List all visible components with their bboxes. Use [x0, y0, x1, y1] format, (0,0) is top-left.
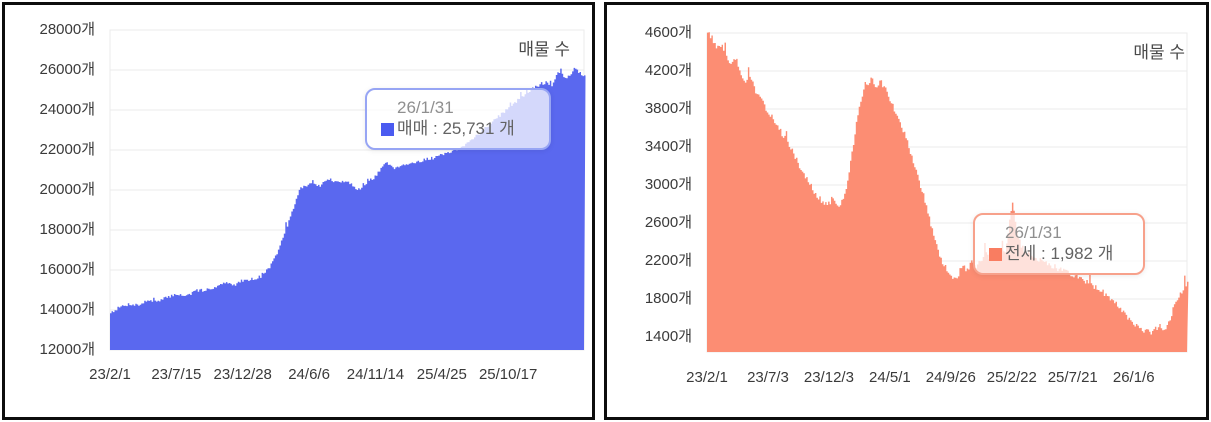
x-axis-tick-label: 26/1/6: [1112, 369, 1155, 386]
y-axis-tick-label: 4200개: [644, 62, 692, 79]
y-axis-tick-label: 26000개: [39, 61, 95, 78]
x-axis-tick-label: 24/5/1: [869, 369, 911, 386]
jeonse-area-plot[interactable]: [607, 5, 1206, 417]
y-axis-tick-label: 3000개: [644, 176, 692, 193]
sale-chart-panel: 매물 수 26/1/31 매매 : 25,731 개 28000개 26000개 2…: [2, 2, 595, 420]
x-axis-tick-label: 25/4/25: [416, 366, 467, 383]
x-axis-tick-label: 24/6/6: [288, 366, 330, 383]
series-marker-square: [381, 122, 394, 136]
y-axis-tick-label: 22000개: [39, 141, 95, 158]
sale-chart: 매물 수 26/1/31 매매 : 25,731 개 28000개 26000개 2…: [5, 5, 592, 417]
sale-area-plot[interactable]: [5, 5, 592, 417]
x-axis-tick-label: 25/7/21: [1047, 369, 1098, 386]
jeonse-tooltip: 26/1/31 전세 : 1,982 개: [973, 213, 1145, 275]
chart-legend-title: 매물 수: [518, 40, 570, 59]
x-axis-tick-label: 23/12/3: [803, 369, 854, 386]
y-axis-tick-label: 1800개: [644, 290, 692, 307]
y-axis-tick-label: 3800개: [644, 100, 692, 117]
series-marker-square: [989, 247, 1002, 261]
y-axis-tick-label: 16000개: [39, 261, 95, 278]
y-axis-tick-label: 3400개: [644, 138, 692, 155]
tooltip-value: 매매 : 25,731 개: [381, 118, 537, 140]
y-axis-tick-label: 4600개: [644, 24, 692, 41]
tooltip-date: 26/1/31: [397, 98, 454, 117]
tooltip-value-text: 전세 : 1,982 개: [1005, 244, 1114, 263]
y-axis-tick-label: 28000개: [39, 21, 95, 38]
y-axis-tick-label: 24000개: [39, 101, 95, 118]
x-axis-tick-label: 25/2/22: [986, 369, 1037, 386]
y-axis-tick-label: 12000개: [39, 341, 95, 358]
y-axis-tick-label: 18000개: [39, 221, 95, 238]
y-axis-tick-label: 2200개: [644, 252, 692, 269]
chart-legend-title: 매물 수: [1133, 43, 1185, 62]
x-axis-tick-label: 23/2/1: [89, 366, 131, 383]
jeonse-chart: 매물 수 26/1/31 전세 : 1,982 개 4600개 4200개 3800…: [607, 5, 1206, 417]
x-axis-tick-label: 25/10/17: [478, 366, 538, 383]
x-axis-tick-label: 24/9/26: [925, 369, 976, 386]
x-axis-tick-label: 23/7/15: [151, 366, 202, 383]
y-axis-tick-label: 14000개: [39, 301, 95, 318]
sale-tooltip: 26/1/31 매매 : 25,731 개: [365, 88, 551, 150]
x-axis-tick-label: 24/11/14: [346, 366, 405, 383]
x-axis-tick-label: 23/2/1: [686, 369, 728, 386]
x-axis-tick-label: 23/12/28: [213, 366, 272, 383]
jeonse-chart-panel: 매물 수 26/1/31 전세 : 1,982 개 4600개 4200개 3800…: [604, 2, 1209, 420]
y-axis-tick-label: 2600개: [644, 214, 692, 231]
tooltip-value: 전세 : 1,982 개: [989, 243, 1131, 265]
tooltip-date: 26/1/31: [1005, 223, 1062, 242]
tooltip-value-text: 매매 : 25,731 개: [397, 119, 515, 138]
y-axis-tick-label: 1400개: [644, 328, 692, 345]
y-axis-tick-label: 20000개: [39, 181, 95, 198]
x-axis-tick-label: 23/7/3: [747, 369, 789, 386]
